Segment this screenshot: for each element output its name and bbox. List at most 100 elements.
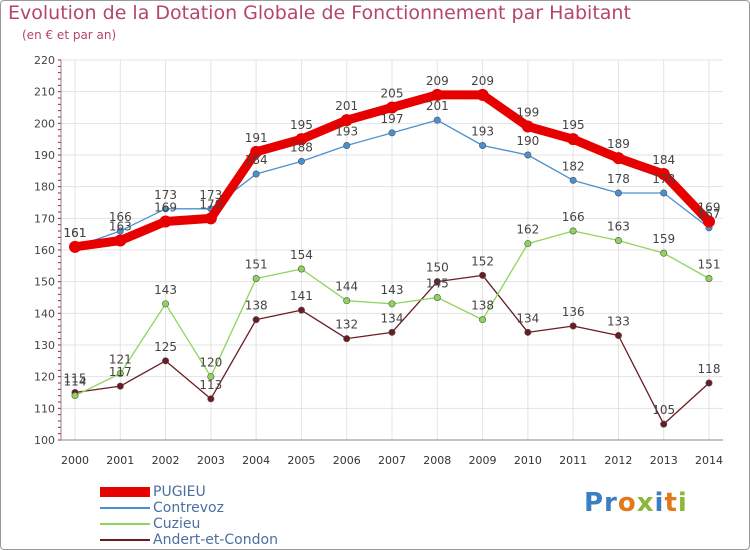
y-tick-label: 100 — [34, 434, 55, 447]
data-point-cuzieu — [569, 227, 577, 235]
data-point-cuzieu — [297, 265, 305, 273]
data-label-cuzieu: 114 — [64, 375, 87, 389]
x-tick-label: 2009 — [469, 454, 497, 467]
y-tick-label: 110 — [34, 402, 55, 415]
data-point-contrevoz — [479, 142, 487, 150]
data-label-andert-et-condon: 141 — [290, 289, 313, 303]
data-point-contrevoz — [116, 227, 124, 235]
legend-swatch-pugieu — [100, 487, 150, 497]
data-point-cuzieu — [162, 300, 170, 308]
data-label-andert-et-condon: 117 — [109, 365, 132, 379]
legend-swatch-contrevoz — [100, 507, 150, 509]
data-point-cuzieu — [71, 392, 79, 400]
data-point-pugieu — [657, 168, 670, 180]
data-point-cuzieu — [614, 237, 622, 245]
data-point-pugieu — [204, 212, 217, 225]
data-point-andert-et-condon — [660, 420, 668, 428]
data-point-pugieu — [521, 120, 534, 133]
data-point-cuzieu — [660, 249, 668, 257]
data-label-pugieu: 170 — [199, 197, 222, 211]
data-point-pugieu — [69, 240, 81, 253]
data-label-contrevoz: 184 — [245, 153, 268, 167]
data-label-cuzieu: 145 — [426, 277, 449, 291]
data-point-pugieu — [476, 88, 489, 101]
y-tick-label: 160 — [34, 244, 55, 257]
x-tick-label: 2010 — [514, 454, 542, 467]
data-label-contrevoz: 201 — [426, 99, 449, 113]
data-point-pugieu — [295, 133, 308, 146]
y-tick-label: 130 — [34, 339, 55, 352]
data-label-andert-et-condon: 138 — [245, 299, 268, 313]
data-point-pugieu — [114, 234, 127, 247]
data-point-pugieu — [386, 101, 398, 114]
x-tick-label: 2002 — [152, 454, 180, 467]
legend-swatch-andert-et-condon — [100, 539, 150, 541]
data-point-pugieu — [612, 152, 625, 165]
data-label-cuzieu: 154 — [290, 248, 313, 262]
data-label-andert-et-condon: 125 — [154, 340, 177, 354]
y-tick-label: 170 — [34, 212, 55, 225]
data-point-andert-et-condon — [433, 278, 441, 286]
data-label-cuzieu: 151 — [245, 258, 268, 272]
data-point-cuzieu — [116, 369, 124, 377]
y-tick-label: 200 — [34, 117, 55, 130]
data-label-andert-et-condon: 132 — [335, 318, 358, 332]
data-point-cuzieu — [524, 240, 532, 248]
x-tick-label: 2005 — [287, 454, 315, 467]
data-label-andert-et-condon: 136 — [562, 305, 585, 319]
data-point-pugieu — [340, 114, 353, 127]
data-label-andert-et-condon: 105 — [652, 403, 675, 417]
y-tick-label: 210 — [34, 86, 55, 99]
data-label-contrevoz: 173 — [199, 188, 222, 202]
data-label-andert-et-condon: 134 — [381, 311, 404, 325]
data-point-pugieu — [431, 88, 444, 101]
data-point-cuzieu — [343, 297, 351, 305]
data-label-pugieu: 209 — [426, 74, 449, 88]
data-label-contrevoz: 197 — [381, 112, 404, 126]
data-label-cuzieu: 159 — [652, 232, 675, 246]
data-label-pugieu: 169 — [698, 201, 721, 215]
y-tick-label: 140 — [34, 307, 55, 320]
y-tick-label: 190 — [34, 149, 55, 162]
data-label-contrevoz: 178 — [652, 172, 675, 186]
legend-label-contrevoz: Contrevoz — [153, 500, 224, 516]
data-point-pugieu — [159, 215, 172, 228]
data-point-contrevoz — [524, 151, 532, 159]
data-label-cuzieu: 144 — [335, 280, 358, 294]
legend-label-cuzieu: Cuzieu — [153, 516, 201, 532]
x-tick-label: 2006 — [333, 454, 361, 467]
x-tick-label: 2003 — [197, 454, 225, 467]
x-tick-label: 2007 — [378, 454, 406, 467]
data-label-contrevoz: 166 — [109, 210, 132, 224]
data-point-contrevoz — [614, 189, 622, 197]
data-label-pugieu: 195 — [562, 118, 585, 132]
data-point-pugieu — [703, 215, 715, 228]
data-label-contrevoz: 173 — [154, 188, 177, 202]
data-label-cuzieu: 166 — [562, 210, 585, 224]
x-tick-label: 2012 — [604, 454, 632, 467]
data-point-contrevoz — [388, 129, 396, 137]
data-point-andert-et-condon — [569, 322, 577, 330]
y-tick-label: 180 — [34, 181, 55, 194]
legend-swatch-cuzieu — [100, 523, 150, 525]
data-label-andert-et-condon: 115 — [64, 372, 87, 386]
legend-label-pugieu: PUGIEU — [153, 484, 206, 500]
data-point-andert-et-condon — [343, 335, 351, 343]
data-label-cuzieu: 143 — [381, 283, 404, 297]
data-point-andert-et-condon — [252, 316, 260, 324]
data-point-cuzieu — [433, 293, 441, 301]
y-tick-label: 220 — [34, 54, 55, 67]
x-tick-label: 2008 — [423, 454, 451, 467]
data-label-andert-et-condon: 118 — [698, 362, 721, 376]
data-point-cuzieu — [388, 300, 396, 308]
data-label-pugieu: 195 — [290, 118, 313, 132]
data-label-cuzieu: 143 — [154, 283, 177, 297]
data-label-cuzieu: 163 — [607, 220, 630, 234]
data-label-andert-et-condon: 152 — [471, 254, 494, 268]
x-tick-label: 2014 — [695, 454, 723, 467]
data-label-cuzieu: 120 — [199, 356, 222, 370]
data-point-contrevoz — [297, 157, 305, 165]
data-point-cuzieu — [479, 316, 487, 324]
data-point-contrevoz — [343, 142, 351, 150]
x-tick-label: 2013 — [650, 454, 678, 467]
